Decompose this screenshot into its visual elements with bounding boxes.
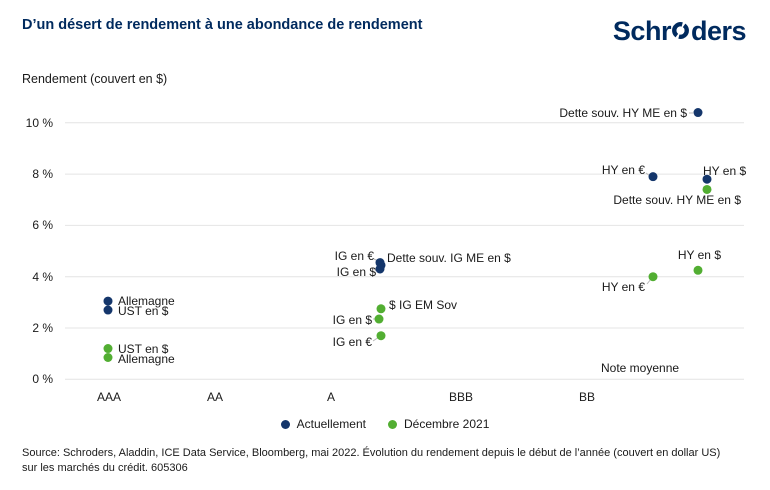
source-line-1: Source: Schroders, Aladdin, ICE Data Ser…	[22, 447, 721, 459]
data-point	[376, 304, 386, 314]
data-point-label: UST en $	[118, 342, 169, 356]
legend-label: Actuellement	[296, 417, 366, 431]
x-tick-label: BB	[578, 390, 596, 404]
data-point	[648, 272, 658, 282]
logo-text-suffix: ders	[690, 16, 747, 46]
data-points	[103, 108, 712, 362]
legend-item-actuellement: Actuellement	[280, 417, 366, 431]
data-point	[375, 264, 385, 274]
chart-legend: Actuellement Décembre 2021	[0, 417, 770, 431]
gridlines	[65, 122, 744, 380]
data-point-label: Allemagne	[118, 352, 175, 366]
legend-dot-december-icon	[387, 419, 397, 429]
data-point	[103, 352, 113, 362]
data-point-label: IG en €	[334, 249, 374, 263]
schroders-o-icon	[671, 16, 690, 47]
y-tick-label: 2 %	[32, 321, 53, 335]
source-line-2: sur les marchés du crédit. 605306	[22, 462, 188, 474]
data-point-label: HY en $	[703, 164, 747, 178]
data-point-label: HY en €	[601, 163, 645, 177]
y-tick-label: 6 %	[32, 218, 53, 233]
logo-text-prefix: Schr	[612, 16, 672, 46]
data-point-label: IG en $	[332, 313, 372, 327]
data-point-label: IG en €	[332, 335, 372, 349]
x-tick-label: BBB	[448, 390, 474, 404]
data-point	[103, 305, 113, 315]
legend-item-decembre-2021: Décembre 2021	[387, 417, 490, 431]
data-point	[693, 108, 703, 118]
data-point	[376, 331, 386, 341]
data-point-label: Dette souv. HY ME en $	[613, 193, 741, 207]
data-point	[702, 174, 712, 184]
data-point-label: Dette souv. IG ME en $	[387, 251, 511, 265]
data-point-label: Dette souv. HY ME en $	[559, 106, 687, 120]
data-point	[648, 172, 658, 182]
data-point	[103, 296, 113, 306]
y-tick-label: 10 %	[25, 115, 53, 130]
data-point-label: IG en $	[336, 265, 376, 279]
x-axis-title: Note moyenne	[601, 361, 680, 375]
page-title: D’un désert de rendement à une abondance…	[22, 17, 423, 33]
source-note: Source: Schroders, Aladdin, ICE Data Ser…	[22, 446, 748, 476]
x-tick-label: AA	[206, 390, 224, 404]
schroders-logo: Schr ders	[612, 16, 747, 47]
x-tick-label: A	[326, 390, 336, 404]
data-point-label: $ IG EM Sov	[389, 298, 458, 312]
legend-dot-current-icon	[280, 419, 290, 429]
data-point	[702, 184, 712, 194]
x-tick-label: AAA	[96, 390, 122, 404]
legend-label: Décembre 2021	[403, 417, 490, 431]
y-tick-label: 8 %	[32, 167, 53, 182]
data-point-label: Allemagne	[118, 294, 175, 308]
data-point-label: HY en $	[677, 248, 721, 262]
y-axis-label: Rendement (couvert en $)	[22, 72, 168, 86]
data-point	[374, 314, 384, 324]
data-point	[103, 344, 113, 354]
y-tick-label: 0 %	[32, 372, 53, 387]
data-point	[693, 265, 703, 275]
data-point-label: UST en $	[118, 304, 169, 318]
y-tick-label: 4 %	[32, 269, 53, 284]
data-point-label: HY en €	[601, 280, 645, 294]
